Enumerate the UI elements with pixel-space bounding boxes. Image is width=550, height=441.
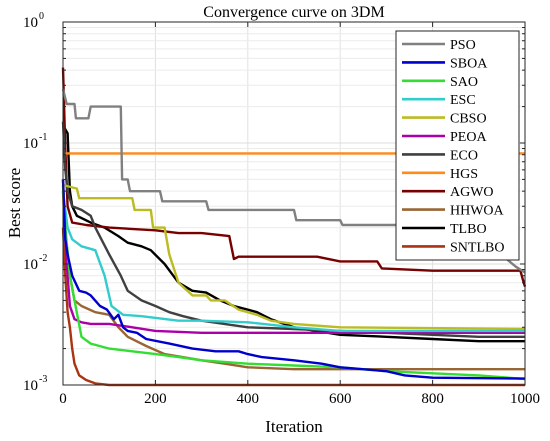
legend-entries: PSO SBOA SAO ESC CBSO PEOA ECO HGS AGWO HHWOA TLBO… [402,38,505,255]
series-line-esc [61,191,525,333]
legend-label-eco: ECO [450,148,478,163]
legend-label-agwo: AGWO [450,185,494,200]
legend-label-hgs: HGS [450,167,478,182]
series-line-sboa [61,179,526,380]
legend-label-sao: SAO [450,75,478,90]
legend-label-hhwoa: HHWOA [450,204,505,219]
y-tick-label: 10 [23,15,38,31]
y-tick-label: 10 [23,136,38,152]
legend-label-sntlbo: SNTLBO [450,240,504,255]
x-axis-label: Iteration [265,417,323,436]
x-tick-label: 600 [329,391,352,407]
legend-label-cbso: CBSO [450,112,487,127]
legend: PSO SBOA SAO ESC CBSO PEOA ECO HGS AGWO HHWOA TLBO… [395,30,520,261]
y-tick-exponent: -2 [39,253,47,264]
y-tick-exponent: -3 [39,374,47,385]
legend-label-tlbo: TLBO [450,222,487,237]
x-tick-label: 400 [237,391,260,407]
x-tick-labels: 0 200 400 600 800 1000 [59,391,540,407]
chart-title: Convergence curve on 3DM [203,4,384,21]
y-tick-exponent: 0 [39,11,44,22]
series-line-sao [61,184,526,381]
plot-frame [62,21,526,386]
legend-label-sboa: SBOA [450,56,488,71]
series-line-peoa [61,179,525,334]
y-tick-label: 10 [23,378,38,394]
legend-label-esc: ESC [450,93,476,108]
y-tick-label: 10 [23,257,38,273]
series-line-cbso [62,183,526,331]
legend-label-peoa: PEOA [450,130,487,145]
axis-ticks [62,21,526,386]
series-line-agwo [61,67,527,287]
x-tick-label: 1000 [510,391,540,407]
series-line-sntlbo [61,227,525,387]
y-tick-exponent: -1 [39,132,47,143]
x-tick-label: 200 [144,391,167,407]
legend-label-pso: PSO [450,38,476,53]
x-tick-label: 0 [59,391,67,407]
y-axis-label: Best score [5,168,24,238]
x-tick-label: 800 [421,391,444,407]
legend-box [395,30,520,261]
